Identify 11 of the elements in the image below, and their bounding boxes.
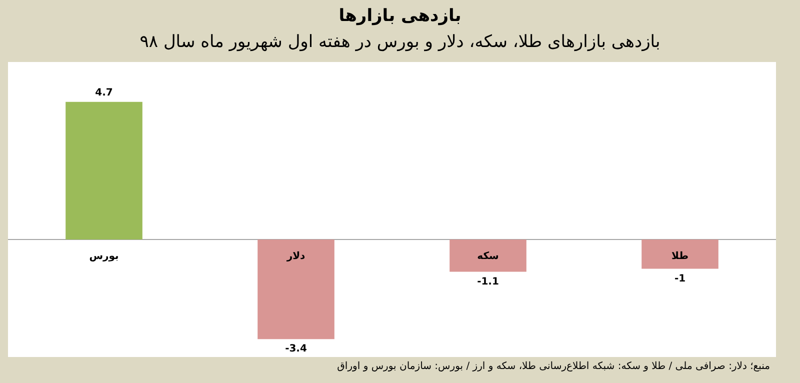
x-tick-label: بورس [89,251,119,262]
x-tick-label: دلار [286,251,306,262]
data-label: -3.4 [285,344,307,355]
x-tick-label: سکه [477,251,500,262]
data-label: -1 [674,273,686,284]
data-label: -1.1 [477,276,499,288]
text: منبع؛ دلار: صرافی ملی / طلا و سکه: شبکه اطلاع‌رسانی طلا، سکه و ارز / بورس: سازمان بورس و اوراق [337,361,770,372]
chart-subtitle: بازدهی بازارهای طلا، سکه، دلار و بورس در هفته اول شهریور ماه سال ۹۸ [138,32,662,52]
data-label: 4.7 [95,88,113,99]
x-tick-label: طلا [671,251,689,262]
chart-title: بازدهی بازارها [338,6,462,26]
